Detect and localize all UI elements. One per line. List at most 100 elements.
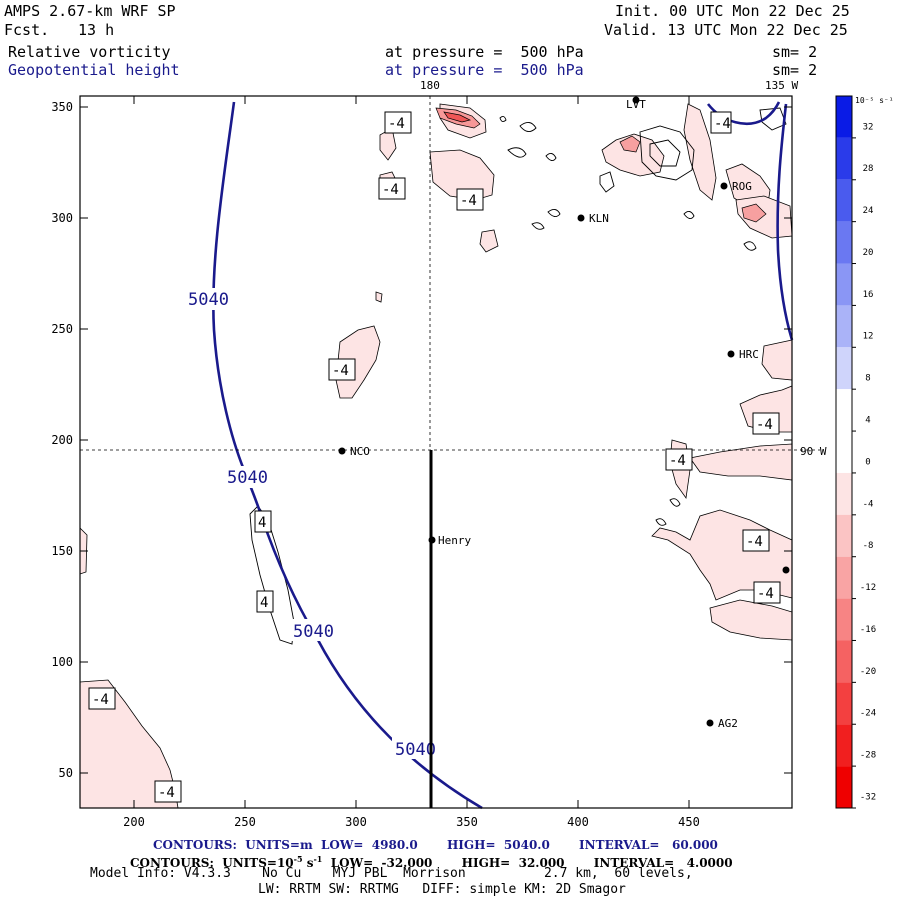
vort-label-11: -4 [92,692,109,708]
station-kln-label: KLN [589,212,609,225]
colorbar-swatch [836,514,852,557]
vort-label-7: 4 [258,515,266,531]
meridian-right-label: 135 W [765,79,798,92]
vort-label-2: -4 [382,182,399,198]
colorbar-tick-label: 8 [865,374,870,384]
colorbar-tick-label: 12 [863,332,874,342]
colorbar-tick-label: 24 [863,206,874,216]
station-rog-label: ROG [732,180,752,193]
colorbar-tick-label: 16 [863,290,874,300]
colorbar-tick-label: -24 [860,709,876,719]
vorticity-core [435,107,767,223]
x-tick-labels: 200 250 300 350 400 450 [123,815,700,829]
station-nco-marker [338,447,346,455]
vort-label-10: -4 [757,586,774,602]
colorbar: 32 28 24 20 16 12 8 4 0 -4 -8 -12 -16 -20 -24 -28 -32 10⁻… [835,95,894,809]
colorbar-tick-label: 28 [863,164,874,174]
colorbar-tick-label: 20 [863,248,874,258]
colorbar-tick-label: 0 [865,457,870,467]
colorbar-tick-label: -12 [860,583,876,593]
colorbar-tick-label: -20 [860,667,876,677]
y-tick-label: 300 [51,211,73,225]
valid-time: Valid. 13 UTC Mon 22 Dec 25 [604,21,848,39]
station-hrc-marker [727,350,735,358]
station-nco-label: NCO [350,445,370,458]
colorbar-frame [835,95,853,809]
parallel-right-label: 90 W [800,445,827,458]
station-kln-marker [577,214,585,222]
forecast-hour: 13 h [78,21,115,39]
colorbar-tick-label: -32 [860,792,876,802]
colorbar-tick-label: -16 [860,625,876,635]
y-tick-label: 150 [51,544,73,558]
vort-label-6: -4 [756,417,773,433]
y-tick-labels: 350 300 250 200 150 100 50 [51,100,73,780]
y-tick-label: 50 [59,766,73,780]
field2-level: at pressure = 500 hPa [385,61,584,79]
colorbar-unit-label: 10⁻⁵ s⁻¹ [855,96,894,105]
footer-physics-info: LW: RRTM SW: RRTMG DIFF: simple KM: 2D S… [258,882,626,897]
station-edge-marker [782,566,790,574]
y-tick-label: 200 [51,433,73,447]
height-label-3: 5040 [293,622,334,642]
colorbar-swatch [836,389,852,432]
colorbar-swatch [836,263,852,306]
station-rog-marker [720,182,728,190]
forecast-label: Fcst. [4,21,50,39]
field1-smoothing: sm= 2 [772,43,818,61]
colorbar-swatch [836,96,852,138]
y-tick-label: 350 [51,100,73,114]
colorbar-swatch [836,472,852,515]
vort-label-8: 4 [260,595,268,611]
y-tick-label: 100 [51,655,73,669]
map-frame [79,95,793,809]
height-label-4: 5040 [395,740,436,760]
colorbar-swatch [836,598,852,641]
field1-name: Relative vorticity [8,43,171,61]
footer-height-contours: CONTOURS: UNITS=m LOW= 4980.0 HIGH= 5040… [153,838,718,852]
x-tick-label: 350 [456,815,478,829]
colorbar-swatch [836,137,852,180]
axis-ticks [80,96,792,808]
vort-label-5: -4 [669,453,686,469]
colorbar-tick-label: -4 [863,499,874,509]
vort-label-4: -4 [332,363,349,379]
colorbar-swatch [836,640,852,683]
station-ag2-label: AG2 [718,717,738,730]
vorticity-labels: -4 -4 -4 -4 -4 -4 4 4 -4 -4 -4 -4 -4 [88,111,781,803]
field1-level: at pressure = 500 hPa [385,43,584,61]
field2-smoothing: sm= 2 [772,61,818,79]
colorbar-swatch [836,179,852,222]
colorbar-tick-label: 4 [865,415,870,425]
station-lvt-marker [632,96,640,104]
footer-model-info: Model Info: V4.3.3 No Cu MYJ PBL Morriso… [90,866,693,881]
vort-label-3: -4 [460,193,477,209]
stations: KLN HRC NCO Henry AG2 ROG LVT [338,96,790,730]
colorbar-tick-label: 32 [863,122,874,132]
colorbar-swatch [836,556,852,599]
field2-name: Geopotential height [8,61,180,79]
colorbar-swatch [836,347,852,390]
colorbar-swatch [836,682,852,725]
colorbar-swatch [836,766,852,808]
colorbar-swatch [836,305,852,348]
x-tick-label: 250 [234,815,256,829]
height-label-2: 5040 [227,468,268,488]
station-hrc-label: HRC [739,348,759,361]
vort-label-13: -4 [714,116,731,132]
station-lvt-label: LVT [626,98,646,111]
x-tick-label: 450 [678,815,700,829]
height-label-1: 5040 [188,290,229,310]
vort-label-1: -4 [388,116,405,132]
station-henry-label: Henry [438,534,471,547]
footer-vorticity-contours: CONTOURS: UNITS=10-5 s-1 LOW= -32.000 HI… [130,854,733,870]
station-henry-marker [428,536,436,544]
colorbar-swatch [836,724,852,767]
init-time: Init. 00 UTC Mon 22 Dec 25 [615,2,850,20]
vort-label-12: -4 [158,785,175,801]
x-tick-label: 200 [123,815,145,829]
y-tick-label: 250 [51,322,73,336]
model-title: AMPS 2.67-km WRF SP [4,2,176,20]
x-tick-label: 300 [345,815,367,829]
